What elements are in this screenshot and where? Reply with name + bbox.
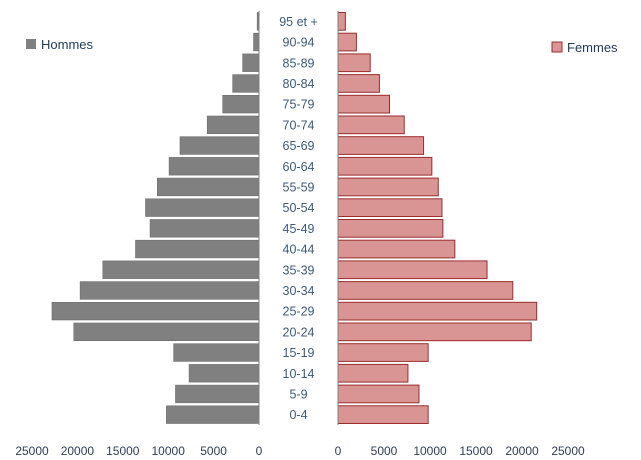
age-label-85-89: 85-89 — [283, 56, 315, 70]
age-label-55-59: 55-59 — [283, 180, 315, 194]
legend-hommes-swatch — [26, 39, 36, 49]
femmes-tick-20000: 20000 — [505, 444, 539, 458]
femmes-bar-65-69 — [337, 136, 425, 155]
femmes-bar-75-79 — [337, 94, 391, 114]
hommes-bar-75-79 — [222, 95, 260, 114]
hommes-bar-90-94 — [253, 32, 260, 52]
hommes-bar-25-29 — [51, 301, 260, 321]
hommes-tick-25000: 25000 — [15, 444, 49, 458]
age-label-0-4: 0-4 — [289, 408, 307, 422]
hommes-tick-15000: 15000 — [106, 444, 140, 458]
age-label-65-69: 65-69 — [283, 139, 315, 153]
hommes-bar-0-4 — [166, 405, 260, 424]
hommes-bars — [51, 12, 260, 424]
hommes-bar-50-54 — [145, 198, 260, 217]
hommes-bar-35-39 — [102, 260, 260, 279]
hommes-bar-65-69 — [179, 136, 260, 155]
hommes-bar-15-19 — [173, 343, 260, 362]
legend-femmes-swatch — [551, 41, 563, 53]
hommes-tick-20000: 20000 — [61, 444, 95, 458]
femmes-bar-25-29 — [337, 301, 538, 321]
femmes-tick-25000: 25000 — [551, 444, 585, 458]
age-label-10-14: 10-14 — [283, 367, 315, 381]
hommes-tick-5000: 5000 — [200, 444, 227, 458]
hommes-bar-30-34 — [79, 281, 260, 300]
hommes-bar-70-74 — [206, 115, 260, 135]
age-label-70-74: 70-74 — [283, 118, 315, 132]
hommes-bar-60-64 — [168, 157, 260, 176]
age-label-60-64: 60-64 — [283, 160, 315, 174]
hommes-bar-55-59 — [157, 177, 260, 197]
femmes-bar-55-59 — [337, 177, 439, 197]
femmes-bar-20-24 — [337, 322, 532, 342]
femmes-bar-90-94 — [337, 32, 357, 52]
age-label-90-94: 90-94 — [283, 36, 315, 50]
hommes-bar-20-24 — [73, 322, 260, 342]
femmes-x-ticks: 0 5000 10000 15000 20000 25000 — [335, 444, 585, 458]
femmes-bar-80-84 — [337, 74, 380, 93]
femmes-tick-10000: 10000 — [413, 444, 447, 458]
age-label-40-44: 40-44 — [283, 243, 315, 257]
age-label-50-54: 50-54 — [283, 201, 315, 215]
femmes-bar-35-39 — [337, 260, 488, 280]
hommes-tick-10000: 10000 — [152, 444, 186, 458]
femmes-bar-60-64 — [337, 156, 433, 176]
femmes-bar-10-14 — [337, 363, 409, 383]
age-group-labels: 0-4 5-9 10-14 15-19 20-24 25-29 30-34 35-39 40-4… — [279, 15, 318, 422]
age-label-20-24: 20-24 — [283, 325, 315, 339]
femmes-bar-0-4 — [337, 405, 429, 424]
legend-hommes: Hommes — [26, 37, 94, 52]
hommes-bar-85-89 — [242, 53, 260, 72]
hommes-bar-5-9 — [175, 384, 260, 404]
age-label-30-34: 30-34 — [283, 284, 315, 298]
femmes-bar-85-89 — [337, 53, 371, 73]
femmes-bar-5-9 — [337, 384, 420, 404]
femmes-bar-45-49 — [337, 219, 444, 238]
femmes-tick-15000: 15000 — [459, 444, 493, 458]
hommes-bar-45-49 — [149, 219, 260, 238]
femmes-bar-30-34 — [337, 281, 514, 300]
age-label-15-19: 15-19 — [283, 346, 315, 360]
age-label-95 et +: 95 et + — [279, 15, 318, 29]
hommes-bar-10-14 — [188, 364, 260, 383]
hommes-bar-40-44 — [135, 239, 260, 259]
femmes-bars — [337, 12, 538, 424]
femmes-bar-40-44 — [337, 239, 456, 259]
legend-femmes-label: Femmes — [567, 40, 618, 55]
femmes-bar-50-54 — [337, 198, 443, 218]
femmes-tick-0: 0 — [335, 444, 342, 458]
femmes-bar-15-19 — [337, 343, 429, 362]
age-label-5-9: 5-9 — [289, 387, 307, 401]
femmes-bar-95 et + — [337, 12, 346, 31]
hommes-tick-0: 0 — [256, 444, 263, 458]
age-label-75-79: 75-79 — [283, 98, 315, 112]
femmes-bar-70-74 — [337, 115, 405, 135]
age-label-25-29: 25-29 — [283, 305, 315, 319]
hommes-x-ticks: 25000 20000 15000 10000 5000 0 — [15, 444, 262, 458]
age-label-80-84: 80-84 — [283, 77, 315, 91]
hommes-bar-80-84 — [232, 74, 260, 93]
age-label-35-39: 35-39 — [283, 263, 315, 277]
age-label-45-49: 45-49 — [283, 222, 315, 236]
legend-femmes: Femmes — [551, 40, 618, 55]
legend-hommes-label: Hommes — [41, 37, 94, 52]
femmes-tick-5000: 5000 — [371, 444, 398, 458]
